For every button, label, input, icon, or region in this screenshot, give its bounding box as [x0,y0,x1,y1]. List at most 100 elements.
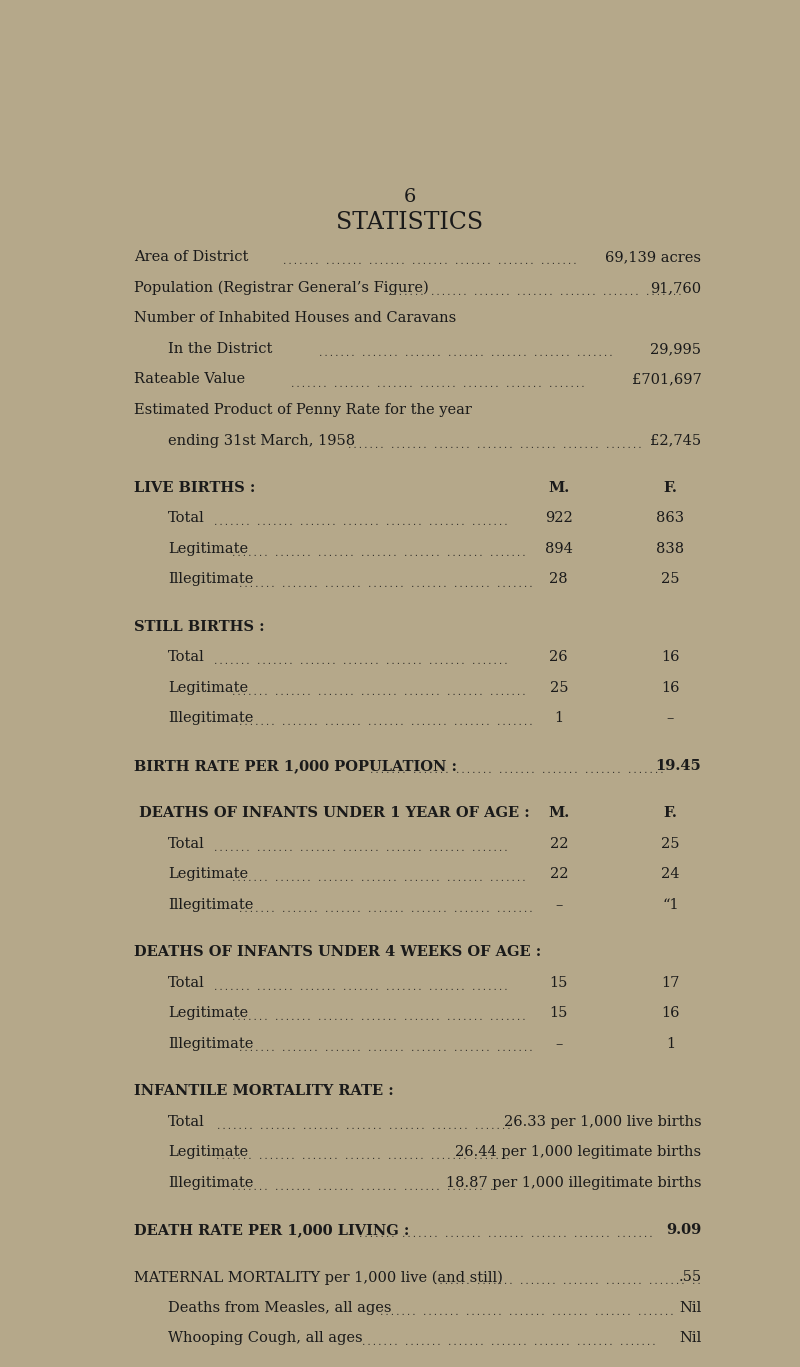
Text: Total: Total [168,976,205,990]
Text: 29,995: 29,995 [650,342,702,355]
Text: Number of Inhabited Houses and Caravans: Number of Inhabited Houses and Caravans [134,312,456,325]
Text: F.: F. [663,481,678,495]
Text: Illegitimate: Illegitimate [168,573,254,586]
Text: 15: 15 [550,976,568,990]
Text: LIVE BIRTHS :: LIVE BIRTHS : [134,481,255,495]
Text: DEATHS OF INFANTS UNDER 4 WEEKS OF AGE :: DEATHS OF INFANTS UNDER 4 WEEKS OF AGE : [134,945,542,960]
Text: Total: Total [168,1114,205,1129]
Text: ....... ....... ....... ....... ....... ....... .......: ....... ....... ....... ....... ....... … [230,550,526,558]
Text: Rateable Value: Rateable Value [134,372,246,387]
Text: 18.87 per 1,000 illegitimate births: 18.87 per 1,000 illegitimate births [446,1176,702,1189]
Text: –: – [555,1036,562,1051]
Text: ....... ....... ....... ....... ....... ....... ..: ....... ....... ....... ....... ....... … [433,1277,702,1286]
Text: ....... ....... ....... ....... ....... ....... .......: ....... ....... ....... ....... ....... … [282,257,578,267]
Text: In the District: In the District [168,342,273,355]
Text: 1: 1 [666,1036,675,1051]
Text: Deaths from Measles, all ages: Deaths from Measles, all ages [168,1301,392,1315]
Text: ....... ....... ....... ....... ....... ....... .......: ....... ....... ....... ....... ....... … [290,380,586,388]
Text: ....... ....... ....... ....... ....... ....... .......: ....... ....... ....... ....... ....... … [318,349,614,358]
Text: ....... ....... ....... ....... ....... ....... .: ....... ....... ....... ....... ....... … [231,1182,494,1192]
Text: –: – [666,711,674,726]
Text: BIRTH RATE PER 1,000 POPULATION :: BIRTH RATE PER 1,000 POPULATION : [134,759,457,772]
Text: Illegitimate: Illegitimate [168,711,254,726]
Text: ....... ....... ....... ....... ....... ....... .......: ....... ....... ....... ....... ....... … [362,1338,657,1348]
Text: Whooping Cough, all ages: Whooping Cough, all ages [168,1331,363,1345]
Text: 1: 1 [554,711,563,726]
Text: 16: 16 [661,1006,680,1020]
Text: Total: Total [168,511,205,525]
Text: 838: 838 [656,541,685,556]
Text: Total: Total [168,651,205,664]
Text: ....... ....... ....... ....... ....... ....... .......: ....... ....... ....... ....... ....... … [238,580,534,589]
Text: Nil: Nil [679,1301,702,1315]
Text: 863: 863 [656,511,685,525]
Text: ....... ....... ....... ....... ....... ....... .......: ....... ....... ....... ....... ....... … [230,1013,526,1023]
Text: 25: 25 [550,681,568,694]
Text: 19.45: 19.45 [656,759,702,772]
Text: ....... ....... ....... ....... ....... ....... .......: ....... ....... ....... ....... ....... … [369,766,665,775]
Text: Illegitimate: Illegitimate [168,1036,254,1051]
Text: MATERNAL MORTALITY per 1,000 live (and still): MATERNAL MORTALITY per 1,000 live (and s… [134,1270,503,1285]
Text: £2,745: £2,745 [650,433,702,447]
Text: 25: 25 [661,837,680,850]
Text: 22: 22 [550,867,568,882]
Text: M.: M. [548,481,570,495]
Text: Legitimate: Legitimate [168,681,248,694]
Text: ....... ....... ....... ....... ....... ....... .......: ....... ....... ....... ....... ....... … [213,658,508,667]
Text: 24: 24 [661,867,680,882]
Text: 16: 16 [661,681,680,694]
Text: 922: 922 [545,511,573,525]
Text: Estimated Product of Penny Rate for the year: Estimated Product of Penny Rate for the … [134,403,472,417]
Text: ....... ....... ....... ....... ....... ....... .......: ....... ....... ....... ....... ....... … [213,518,508,528]
Text: Total: Total [168,837,205,850]
Text: 91,760: 91,760 [650,280,702,295]
Text: ....... ....... ....... ....... ....... ....... .......: ....... ....... ....... ....... ....... … [386,288,682,297]
Text: .55: .55 [678,1270,702,1285]
Text: ....... ....... ....... ....... ....... ....... .......: ....... ....... ....... ....... ....... … [230,688,526,697]
Text: ....... ....... ....... ....... ....... ....... .......: ....... ....... ....... ....... ....... … [213,983,508,991]
Text: ....... ....... ....... ....... ....... ....... .......: ....... ....... ....... ....... ....... … [230,875,526,883]
Text: 25: 25 [661,573,680,586]
Text: 6: 6 [404,189,416,206]
Text: ....... ....... ....... ....... ....... ....... .......: ....... ....... ....... ....... ....... … [238,1044,534,1053]
Text: 28: 28 [550,573,568,586]
Text: 9.09: 9.09 [666,1223,702,1237]
Text: ending 31st March, 1958: ending 31st March, 1958 [168,433,355,447]
Text: 26.33 per 1,000 live births: 26.33 per 1,000 live births [504,1114,702,1129]
Text: ....... ....... ....... ....... ....... ....... .......: ....... ....... ....... ....... ....... … [214,1152,510,1161]
Text: INFANTILE MORTALITY RATE :: INFANTILE MORTALITY RATE : [134,1084,394,1098]
Text: Legitimate: Legitimate [168,1006,248,1020]
Text: ....... ....... ....... ....... ....... ....... .......: ....... ....... ....... ....... ....... … [216,1122,512,1131]
Text: £701,697: £701,697 [632,372,702,387]
Text: Legitimate: Legitimate [168,541,248,556]
Text: ....... ....... ....... ....... ....... ....... .......: ....... ....... ....... ....... ....... … [346,440,642,450]
Text: STATISTICS: STATISTICS [337,212,483,234]
Text: Population (Registrar General’s Figure): Population (Registrar General’s Figure) [134,280,429,295]
Text: –: – [555,898,562,912]
Text: 15: 15 [550,1006,568,1020]
Text: 16: 16 [661,651,680,664]
Text: 22: 22 [550,837,568,850]
Text: 17: 17 [662,976,679,990]
Text: “1: “1 [662,898,678,912]
Text: 69,139 acres: 69,139 acres [606,250,702,264]
Text: ....... ....... ....... ....... ....... ....... .......: ....... ....... ....... ....... ....... … [358,1230,654,1239]
Text: DEATH RATE PER 1,000 LIVING :: DEATH RATE PER 1,000 LIVING : [134,1223,410,1237]
Text: ....... ....... ....... ....... ....... ....... .......: ....... ....... ....... ....... ....... … [213,843,508,853]
Text: Legitimate: Legitimate [168,1146,248,1159]
Text: Area of District: Area of District [134,250,249,264]
Text: M.: M. [548,807,570,820]
Text: DEATHS OF INFANTS UNDER 1 YEAR OF AGE :: DEATHS OF INFANTS UNDER 1 YEAR OF AGE : [134,807,530,820]
Text: 894: 894 [545,541,573,556]
Text: Legitimate: Legitimate [168,867,248,882]
Text: Illegitimate: Illegitimate [168,1176,254,1189]
Text: Nil: Nil [679,1331,702,1345]
Text: ....... ....... ....... ....... ....... ....... .......: ....... ....... ....... ....... ....... … [379,1308,675,1316]
Text: 26.44 per 1,000 legitimate births: 26.44 per 1,000 legitimate births [455,1146,702,1159]
Text: Illegitimate: Illegitimate [168,898,254,912]
Text: STILL BIRTHS :: STILL BIRTHS : [134,619,265,634]
Text: ....... ....... ....... ....... ....... ....... .......: ....... ....... ....... ....... ....... … [238,719,534,727]
Text: 26: 26 [550,651,568,664]
Text: ....... ....... ....... ....... ....... ....... .......: ....... ....... ....... ....... ....... … [238,905,534,913]
Text: F.: F. [663,807,678,820]
